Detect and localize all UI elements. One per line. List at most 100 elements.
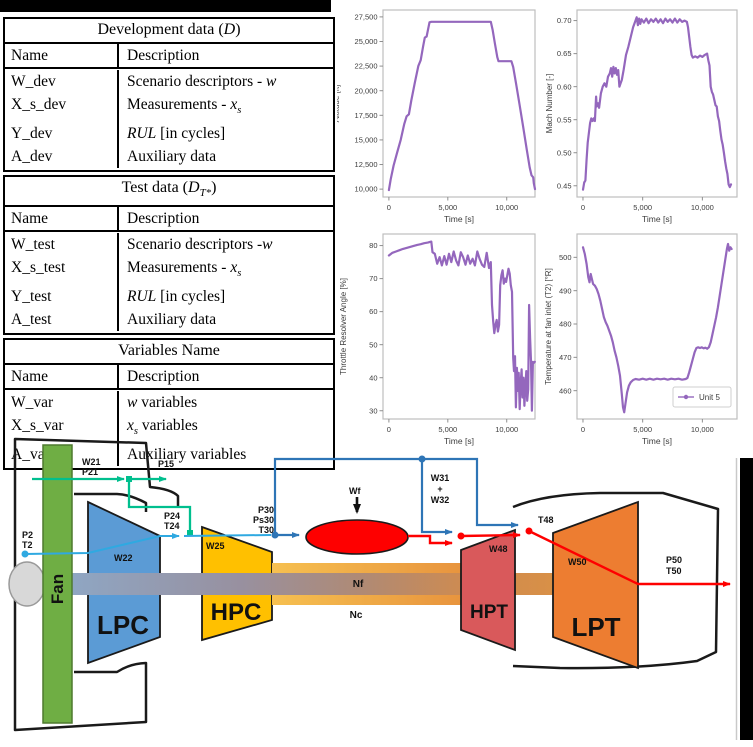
y-tick-label: 0.60 xyxy=(557,82,572,91)
p2-t2-label-text: T2 xyxy=(22,540,33,550)
w21-p21-label-text: W21 xyxy=(82,457,101,467)
y-axis: 0.45 0.50 0.55 0.60 0.65 0.70 xyxy=(557,16,577,190)
column-header-name: Name xyxy=(5,365,119,389)
y-tick-label: 0.45 xyxy=(557,181,572,190)
y-tick-label: 25,000 xyxy=(355,37,378,46)
y-axis-label: Mach Number [-] xyxy=(545,74,554,134)
lpc-label: LPC xyxy=(97,610,149,640)
chart-altitude: 10,000 12,500 15,000 17,500 20,000 22,500 25,0… xyxy=(337,9,537,224)
row-name-cell: A_test xyxy=(5,308,119,332)
row-name-cell: X_s_test xyxy=(5,256,119,286)
x-axis-label: Time [s] xyxy=(642,214,672,224)
row-description-cell: Auxiliary data xyxy=(127,148,217,166)
nf-label: Nf xyxy=(353,579,364,590)
column-header-description: Description xyxy=(127,368,200,386)
chart-mach-number: 0.45 0.50 0.55 0.60 0.65 0.70 0 5,000 10,000 Mach… xyxy=(545,9,738,224)
y-tick-label: 0.70 xyxy=(557,16,572,25)
p15-label: P15 xyxy=(158,459,174,469)
x-axis: 0 5,000 10,000 xyxy=(387,419,518,434)
nc-label: Nc xyxy=(350,610,363,621)
table-row: A_dev Auxiliary data xyxy=(5,145,333,169)
x-axis-label: Time [s] xyxy=(444,436,474,446)
y-tick-label: 460 xyxy=(559,386,572,395)
table-row: A_test Auxiliary data xyxy=(5,308,333,332)
y-tick-label: 10,000 xyxy=(355,185,378,194)
x-tick-label: 5,000 xyxy=(633,425,652,434)
column-header-name: Name xyxy=(5,44,119,67)
right-redaction-bar xyxy=(740,458,753,740)
w50-label: W50 xyxy=(568,557,587,567)
w48-label-text: W48 xyxy=(489,544,508,554)
p30-junction-node xyxy=(271,531,279,539)
p30-sense-line xyxy=(273,457,519,538)
chart-fan-inlet-temperature: 460 470 480 490 500 0 5,000 10,000 Temperature a… xyxy=(545,233,738,446)
bypass-duct-wall xyxy=(74,492,148,512)
y-tick-label: 15,000 xyxy=(355,136,378,145)
nf-label-text: Nf xyxy=(353,579,364,590)
w50-label-text: W50 xyxy=(568,557,587,567)
chart-throttle-resolver-angle: 30 40 50 60 70 80 0 5,000 10,000 Throttle Resolve… xyxy=(339,233,536,446)
x-tick-label: 0 xyxy=(581,203,585,212)
wf-label: Wf xyxy=(349,486,361,496)
y-tick-label: 27,500 xyxy=(355,12,378,21)
table-body: W_dev Scenario descriptors - w X_s_dev Meas… xyxy=(5,69,333,170)
y-tick-label: 20,000 xyxy=(355,86,378,95)
w21-p21-label-text: P21 xyxy=(82,467,98,477)
p50-t50-label-text: P50 xyxy=(666,555,682,565)
table-header-row: Name Description xyxy=(5,44,333,69)
column-header-description: Description xyxy=(127,47,200,64)
table-body: W_var w variables X_s_var xs variables A_var… xyxy=(5,390,333,468)
lp-shaft xyxy=(72,573,558,595)
data-table: Test data (DT*) Name Description W_test Scen… xyxy=(3,175,335,336)
flight-profile-charts-panel: 10,000 12,500 15,000 17,500 20,000 22,500 25,0… xyxy=(337,0,753,447)
y-tick-label: 0.55 xyxy=(557,115,572,124)
lpt-label-text: LPT xyxy=(571,612,620,642)
table-title: Variables Name xyxy=(5,340,333,366)
x-tick-label: 10,000 xyxy=(691,425,714,434)
nose-cone xyxy=(8,561,46,607)
y-axis-label: Altitude [ft] xyxy=(337,85,341,123)
row-description-cell: xs variables xyxy=(127,417,198,438)
y-axis-label: Temperature at fan inlet (T2) [°R] xyxy=(545,268,553,385)
table-row: Y_dev RUL [in cycles] xyxy=(5,122,333,146)
lpt-label: LPT xyxy=(571,612,620,642)
column-header-description: Description xyxy=(127,210,200,228)
table-row: X_s_dev Measurements - xs xyxy=(5,93,333,123)
table-row: W_dev Scenario descriptors - w xyxy=(5,70,333,93)
series-line xyxy=(387,240,536,412)
y-tick-label: 30 xyxy=(369,406,377,415)
row-description-cell: RUL [in cycles] xyxy=(127,125,226,143)
x-tick-label: 0 xyxy=(581,425,585,434)
y-tick-label: 22,500 xyxy=(355,62,378,71)
table-row: A_var Auxiliary variables xyxy=(5,443,333,467)
p50-t50-label-text: T50 xyxy=(666,566,682,576)
row-description-cell: Measurements - xs xyxy=(127,259,242,280)
x-tick-label: 5,000 xyxy=(438,203,457,212)
y-tick-label: 60 xyxy=(369,307,377,316)
x-tick-label: 10,000 xyxy=(691,203,714,212)
w48-node xyxy=(525,527,533,535)
y-tick-label: 70 xyxy=(369,274,377,283)
y-tick-label: 50 xyxy=(369,340,377,349)
hpt-label-text: HPT xyxy=(470,602,508,623)
exhaust-outline xyxy=(512,491,720,670)
combustor-ellipse xyxy=(305,519,409,555)
x-tick-label: 10,000 xyxy=(495,425,518,434)
p30-ps30-t30-label-text: Ps30 xyxy=(253,515,274,525)
series-line xyxy=(387,20,537,192)
y-tick-label: 0.65 xyxy=(557,49,572,58)
plot-frame xyxy=(576,9,738,198)
p24-t24-label-text: P24 xyxy=(164,511,180,521)
w25-label-text: W25 xyxy=(206,541,225,551)
row-name-cell: X_s_var xyxy=(5,414,119,444)
row-description-cell: Measurements - xs xyxy=(127,96,242,117)
w31-w32-label: W31+W32 xyxy=(431,473,450,505)
top-redaction-bar xyxy=(0,0,331,12)
x-axis: 0 5,000 10,000 xyxy=(581,197,714,212)
